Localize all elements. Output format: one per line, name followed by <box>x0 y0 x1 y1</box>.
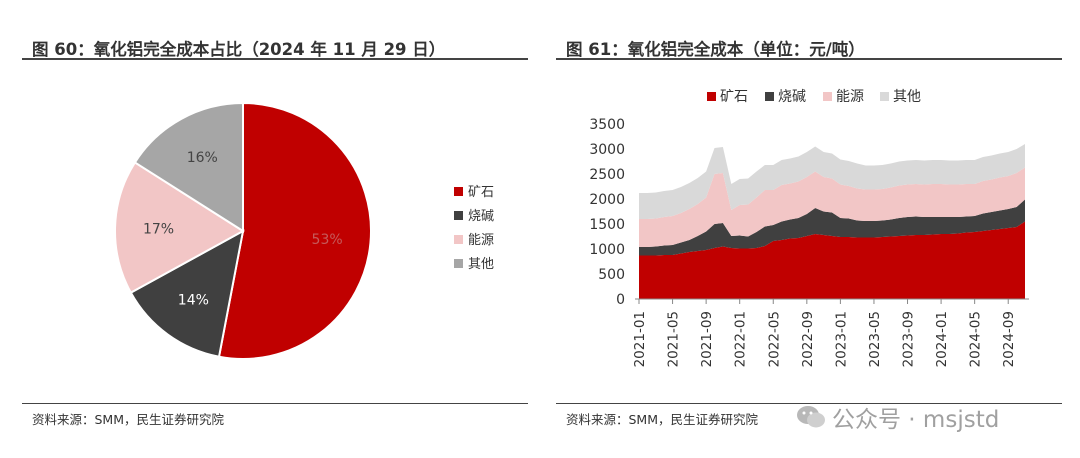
legend-swatch <box>454 211 463 220</box>
y-tick-label: 500 <box>598 267 625 283</box>
legend-swatch <box>880 92 889 101</box>
area-series-3 <box>639 167 1025 247</box>
x-tick-label: 2023-05 <box>867 311 883 367</box>
x-tick-label: 2021-05 <box>666 311 682 367</box>
legend-label: 能源 <box>836 89 864 105</box>
x-tick-label: 2022-01 <box>733 311 749 367</box>
data-label: 53% <box>312 232 343 248</box>
y-tick-label: 2500 <box>589 167 625 183</box>
y-tick-label: 3000 <box>589 142 625 158</box>
stacked-area-chart: 0 500 1000 1500 2000 2500 3000 3500 2021-01 2021-… <box>589 89 1029 367</box>
panel-cost-share: 图 60：氧化铝完全成本占比（2024 年 11 月 29 日） 53% 14% 1… <box>22 0 528 458</box>
area-series-4 <box>639 144 1025 219</box>
watermark-text: 公众号 · msjstd <box>832 407 1000 433</box>
x-tick-label: 2024-09 <box>1001 311 1017 367</box>
y-tick-label: 1500 <box>589 217 625 233</box>
legend-swatch <box>454 235 463 244</box>
legend-swatch <box>454 259 463 268</box>
data-label: 14% <box>178 292 209 308</box>
pie-slice-1 <box>217 101 372 360</box>
pie-slice-4 <box>133 101 244 233</box>
title-rule <box>22 58 528 60</box>
x-tick-label: 2024-01 <box>934 311 950 367</box>
area-series-2 <box>639 199 1025 256</box>
pie-slice-2 <box>129 229 245 358</box>
y-tick-label: 2000 <box>589 192 625 208</box>
data-label: 16% <box>187 150 218 166</box>
footer-rule <box>22 403 528 404</box>
source-note: 资料来源：SMM，民生证券研究院 <box>32 412 225 427</box>
x-tick-label: 2022-05 <box>766 311 782 367</box>
legend-swatch <box>454 187 463 196</box>
chart-title: 图 61：氧化铝完全成本（单位：元/吨） <box>566 40 865 59</box>
data-label: 17% <box>143 221 174 237</box>
legend-label: 烧碱 <box>468 209 494 224</box>
legend-label: 其他 <box>893 89 921 105</box>
footer-rule <box>556 403 1062 404</box>
x-tick-label: 2024-05 <box>968 311 984 367</box>
x-tick-label: 2023-01 <box>833 311 849 367</box>
legend-label: 烧碱 <box>778 89 806 105</box>
legend-swatch <box>823 92 832 101</box>
y-tick-label: 0 <box>616 292 625 308</box>
chart-title: 图 60：氧化铝完全成本占比（2024 年 11 月 29 日） <box>32 40 446 59</box>
legend-label: 其他 <box>468 257 494 272</box>
legend-label: 矿石 <box>720 89 748 105</box>
legend-label: 能源 <box>468 233 494 248</box>
x-tick-label: 2022-09 <box>800 311 816 367</box>
legend-label: 矿石 <box>468 185 494 200</box>
pie-slice-3 <box>114 161 245 295</box>
x-tick-label: 2023-09 <box>901 311 917 367</box>
y-tick-label: 1000 <box>589 242 625 258</box>
x-tick-label: 2021-09 <box>699 311 715 367</box>
x-tick-label: 2021-01 <box>632 311 648 367</box>
title-rule <box>556 58 1062 60</box>
source-note: 资料来源：SMM，民生证券研究院 <box>566 412 759 427</box>
area-series-1 <box>639 221 1025 299</box>
legend-swatch <box>707 92 716 101</box>
wechat-icon <box>797 406 825 428</box>
panel-full-cost: 图 61：氧化铝完全成本（单位：元/吨） 0 500 1000 1500 2000 250… <box>556 0 1062 458</box>
y-tick-label: 3500 <box>589 117 625 133</box>
legend-swatch <box>765 92 774 101</box>
